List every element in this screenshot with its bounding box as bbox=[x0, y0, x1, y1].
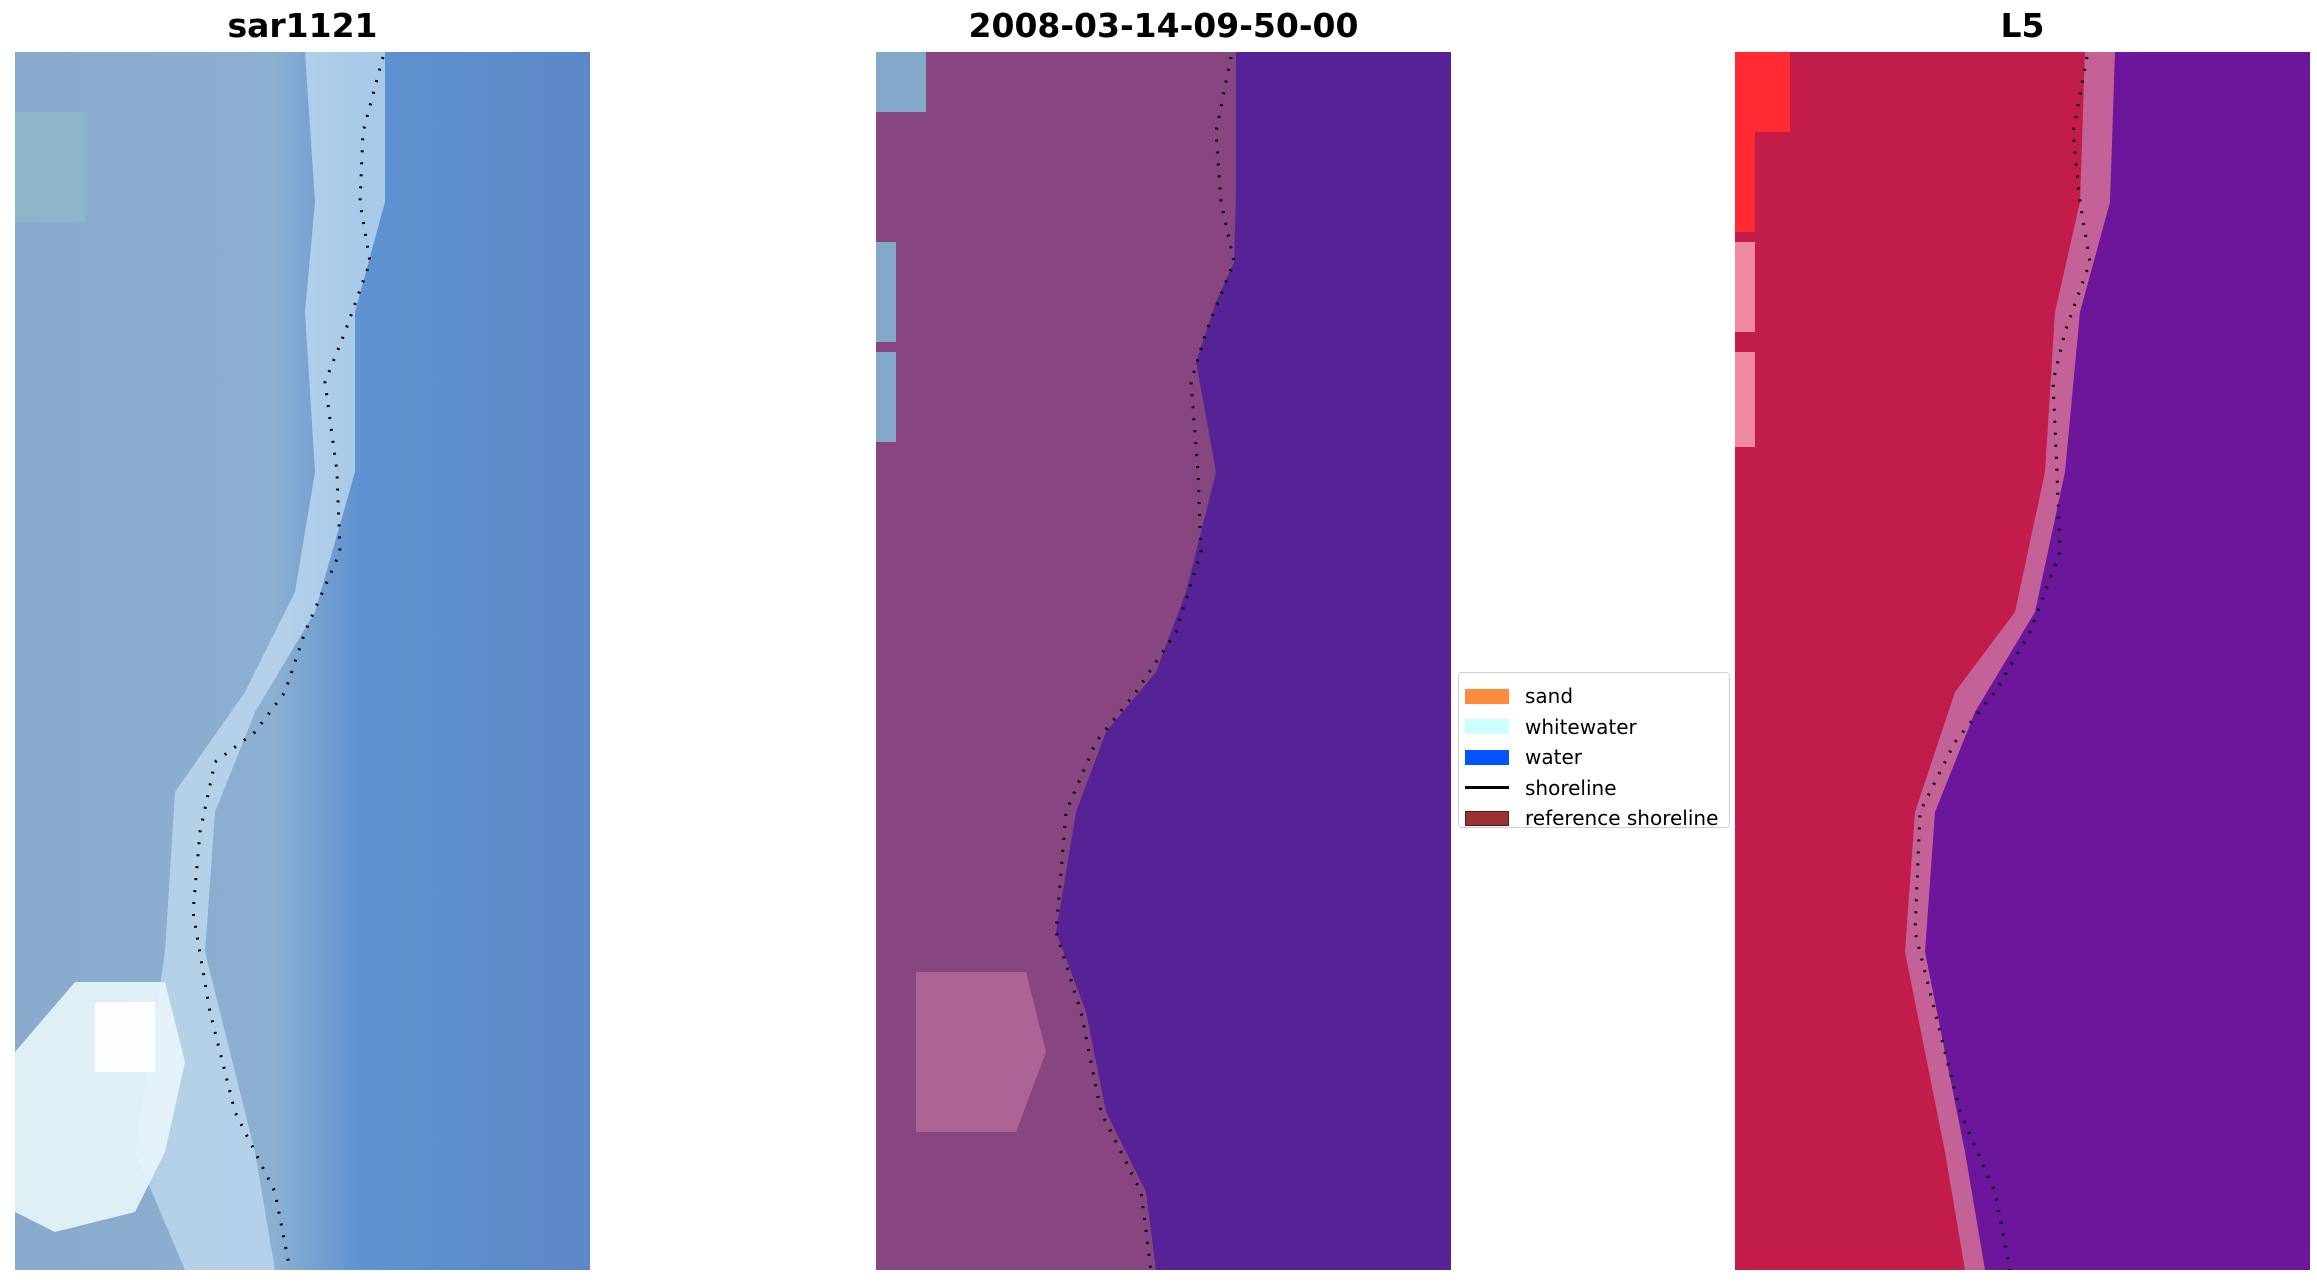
shoreline-line bbox=[1913, 56, 2092, 1270]
rgb-bright-spot bbox=[95, 1002, 155, 1072]
rgb-surf-zone bbox=[135, 52, 385, 1270]
ndwi-bright-land bbox=[1735, 52, 1790, 232]
panel-title-rgb: sar1121 bbox=[227, 6, 378, 45]
sand-swatch bbox=[1465, 688, 1509, 704]
panel-title-date: 2008-03-14-09-50-00 bbox=[968, 6, 1359, 45]
ndwi-image bbox=[1735, 52, 2310, 1270]
legend-label: whitewater bbox=[1525, 714, 1637, 739]
reference-shoreline-swatch bbox=[1465, 810, 1509, 826]
panel-title-ndwi: L5 bbox=[2000, 6, 2045, 45]
legend-label: shoreline bbox=[1525, 775, 1617, 800]
legend-label: water bbox=[1525, 745, 1582, 770]
class-land-sparkle bbox=[876, 52, 926, 442]
whitewater-swatch bbox=[1465, 719, 1509, 735]
legend-item-whitewater: whitewater bbox=[1465, 712, 1721, 743]
legend-item-shoreline: shoreline bbox=[1465, 773, 1721, 804]
legend-label: sand bbox=[1525, 684, 1574, 709]
legend-item-water: water bbox=[1465, 742, 1721, 773]
ndwi-land-area bbox=[1735, 52, 2085, 1270]
class-land-highlight bbox=[916, 972, 1046, 1132]
rgb-greenish-patch bbox=[15, 112, 85, 222]
legend: sand whitewater water shoreline referenc… bbox=[1458, 672, 1730, 830]
legend-label: reference shoreline bbox=[1525, 806, 1719, 831]
class-land-area bbox=[876, 52, 1236, 1270]
satellite-image-rgb bbox=[15, 52, 590, 1270]
ndwi-image-panel bbox=[1735, 52, 2310, 1270]
shoreline-line bbox=[1054, 56, 1236, 1270]
shoreline-swatch bbox=[1465, 786, 1509, 790]
rgb-image-panel bbox=[15, 52, 590, 1270]
legend-item-reference-shoreline: reference shoreline bbox=[1465, 803, 1721, 834]
classified-image bbox=[876, 52, 1451, 1270]
classified-image-panel bbox=[876, 52, 1451, 1270]
legend-item-sand: sand bbox=[1465, 681, 1721, 712]
ndwi-pale-patch bbox=[1735, 242, 1755, 447]
water-swatch bbox=[1465, 749, 1509, 765]
